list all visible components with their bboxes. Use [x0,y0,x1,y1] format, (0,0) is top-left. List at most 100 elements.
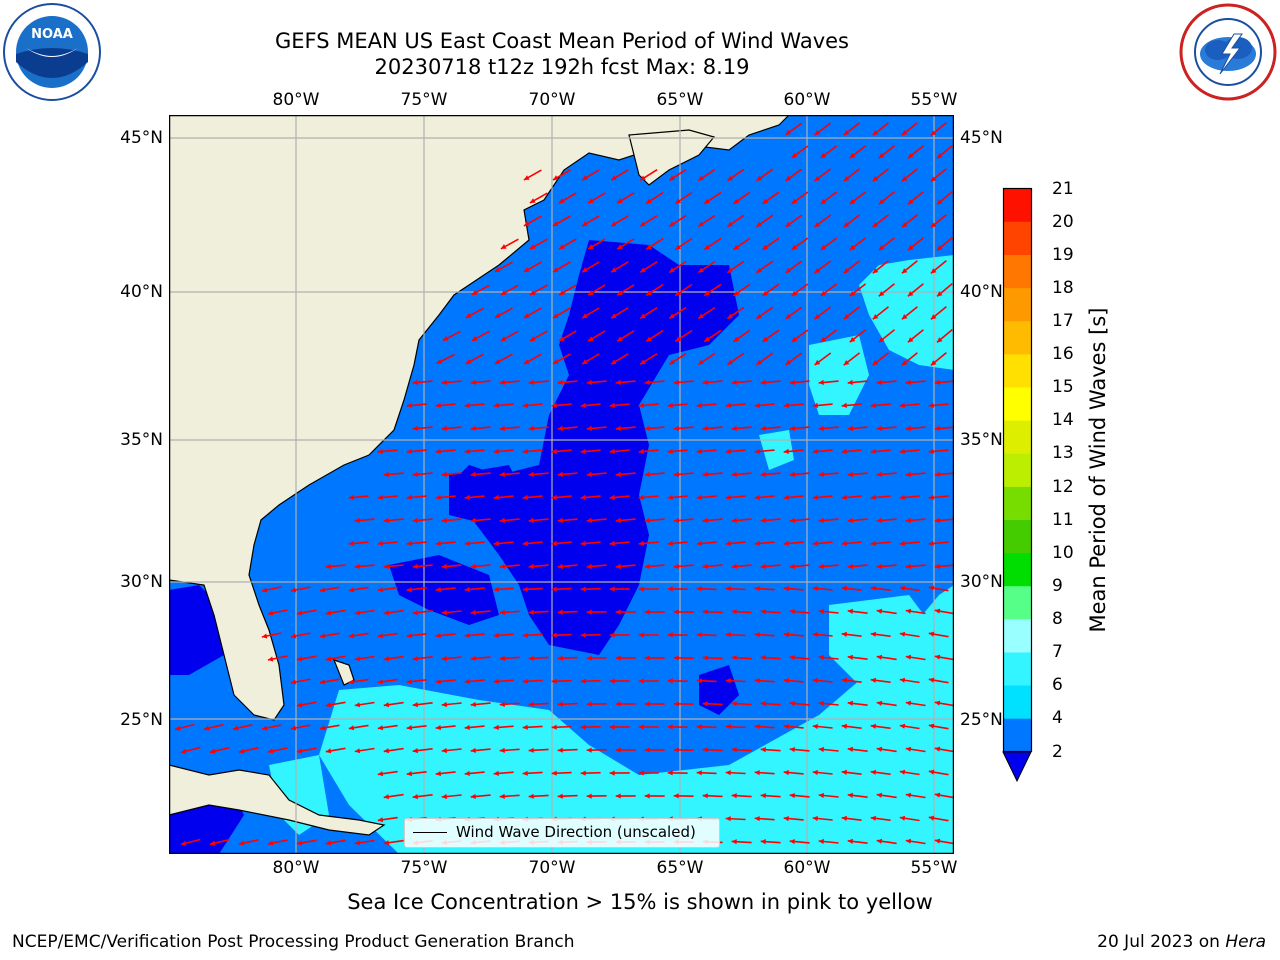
wind-arrow-head [435,587,441,593]
legend-label: Wind Wave Direction (unscaled) [456,823,696,841]
wind-arrow-head [470,517,476,523]
colorbar-tick-label: 15 [1052,377,1074,398]
wind-arrow-head [928,540,934,546]
colorbar-tick-label: 16 [1052,344,1074,365]
wind-arrow-head [669,359,675,365]
wind-arrow-head [899,723,906,729]
wind-arrow-head [872,176,879,182]
wind-arrow-head [551,494,557,500]
wind-arrow-head [783,540,789,546]
wind-arrow-head [464,402,470,408]
wind-arrow-head [876,746,883,752]
wind-arrow-head [789,747,795,753]
wind-arrow-head [551,540,557,546]
wind-arrow-head [609,586,615,592]
colorbar-tick-label: 10 [1052,542,1074,563]
wind-arrow-head [609,724,615,730]
wind-arrow-head [441,425,447,431]
wind-arrow-head [644,379,650,385]
wind-arrow-head [934,517,940,523]
wind-arrow-head [762,336,769,342]
wind-arrow-head [760,839,766,845]
wind-arrow-head [377,448,383,454]
wind-arrow-head [847,471,853,477]
wind-arrow-head [551,724,557,730]
wind-arrow-head [667,402,673,408]
wind-arrow-head [464,586,470,592]
wind-arrow-head [928,677,935,683]
wind-arrow-head [615,379,621,385]
wind-arrow-head [406,402,412,408]
lat-tick-left: 25°N [120,710,163,730]
wind-arrow-head [901,176,908,182]
wind-arrow-head [733,198,739,204]
wind-arrow-head [725,448,731,454]
colorbar-tick-label: 7 [1052,642,1063,663]
wind-arrow-head [412,702,418,708]
wind-arrow-head [783,770,789,776]
map-frame [169,115,954,854]
wind-arrow-head [499,793,505,799]
wind-arrow-head [843,314,850,320]
wind-arrow-head [559,290,565,295]
wind-arrow-head [789,701,795,707]
colorbar-tick-label: 21 [1052,178,1074,199]
wind-arrow-head [551,678,557,684]
credit-host: Hera [1225,932,1266,952]
lat-tick-right: 30°N [960,572,1003,592]
wind-arrow-head [441,563,447,569]
wind-arrow-head [667,632,673,638]
wind-arrow-head [348,540,354,546]
wind-arrow-head [580,770,586,776]
wind-arrow-head [756,313,763,319]
colorbar-band [1003,652,1032,686]
wind-arrow-head [727,267,733,273]
wind-arrow-head [930,314,937,320]
wind-arrow-head [588,244,594,250]
wind-arrow-head [783,724,789,730]
wind-arrow-head [899,815,906,821]
wind-arrow-head [818,608,824,615]
wind-arrow-head [785,267,792,273]
wind-arrow-head [406,771,412,777]
wind-arrow-head [872,360,879,366]
wind-arrow-head [928,402,934,408]
wind-arrow-head [754,586,760,592]
lon-tick-bottom: 60°W [783,858,831,878]
wind-arrow-head [557,701,563,707]
wind-arrow-head [930,130,937,136]
wind-arrow-head [435,494,441,500]
wind-arrow-head [383,610,390,616]
wind-arrow-head [789,793,795,799]
wind-arrow-head [818,517,824,523]
wind-arrow-head [406,540,412,546]
wind-arrow-head [464,770,470,776]
wind-arrow-head [934,700,941,706]
wind-arrow-head [754,724,760,730]
wind-arrow-head [812,677,818,684]
wind-arrow-head [261,725,268,731]
wind-arrow-head [464,494,470,500]
wind-arrow-head [522,586,528,592]
wind-arrow-head [669,267,675,273]
wind-arrow-head [789,839,795,845]
wind-arrow-head [820,336,827,342]
colorbar-band [1003,619,1032,653]
wind-arrow-head [814,313,821,319]
wind-arrow-head [704,290,710,296]
wind-arrow-head [464,632,470,638]
wind-arrow-head [441,471,447,477]
wind-arrow-head [841,769,847,775]
wind-arrow-head [553,313,559,318]
wind-arrow-head [383,471,389,477]
lon-tick-bottom: 75°W [400,858,448,878]
wind-arrow-head [899,494,905,500]
credit-left: NCEP/EMC/Verification Post Processing Pr… [12,932,575,952]
wind-arrow-head [905,654,912,660]
wind-arrow-head [673,655,679,661]
wind-arrow-head [638,724,644,730]
wind-arrow-head [412,748,418,754]
lon-tick-bottom: 65°W [656,858,704,878]
wind-arrow-head [899,402,905,408]
wind-arrow-head [290,725,297,731]
